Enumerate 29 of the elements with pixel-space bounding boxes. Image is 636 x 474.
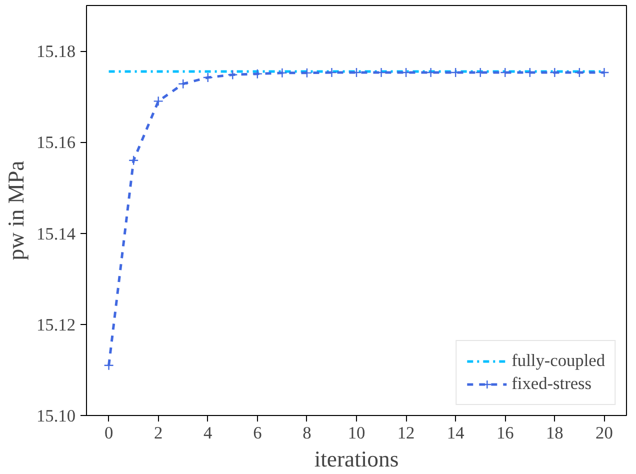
point (252, 68, 263, 79)
point (153, 96, 164, 106)
x-tick-label: 8 (302, 424, 312, 442)
x-tick-label: 0 (104, 424, 114, 442)
point (128, 155, 139, 166)
x-tick-label: 12 (397, 424, 415, 442)
point (202, 72, 213, 83)
legend-label: fixed-stress (512, 374, 592, 394)
y-tick-label: 15.16 (36, 133, 76, 152)
x-tick-label: 16 (496, 424, 514, 442)
point (599, 67, 610, 78)
legend-label: fully-coupled (512, 351, 605, 371)
point (550, 67, 560, 78)
x-axis-title: iterations (314, 446, 399, 472)
x-tick-label: 10 (348, 424, 366, 442)
point (228, 70, 238, 80)
y-tick-label: 15.18 (36, 42, 76, 62)
point (574, 67, 585, 78)
x-tick-label: 4 (204, 424, 213, 442)
y-tick-label: 15.10 (36, 406, 76, 426)
x-tick-label: 14 (446, 424, 465, 442)
x-tick-label: 6 (253, 424, 262, 442)
y-axis-title: pw in MPa (4, 160, 29, 260)
x-tick-label: 18 (546, 424, 564, 442)
y-tick-label: 15.14 (36, 224, 76, 244)
point (178, 78, 188, 89)
x-tick-label: 2 (154, 424, 163, 442)
x-tick-label: 20 (596, 424, 613, 442)
y-tick-label: 15.12 (36, 315, 76, 334)
